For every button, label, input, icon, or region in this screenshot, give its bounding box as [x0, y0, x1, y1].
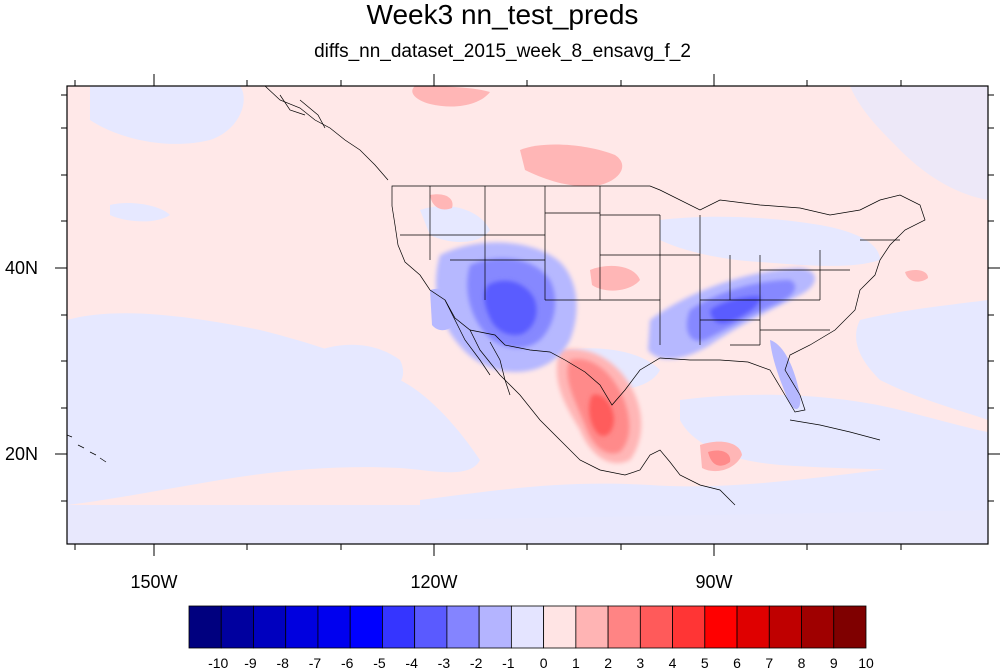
colorbar-box: [317, 605, 351, 649]
map-title: Week3 nn_test_preds: [366, 0, 639, 30]
colorbar-tick-label: -1: [502, 655, 515, 671]
colorbar-box: [220, 605, 254, 649]
colorbar-box: [543, 605, 577, 649]
colorbar: [188, 605, 867, 649]
map-subtitle: diffs_nn_dataset_2015_week_8_ensavg_f_2: [314, 41, 691, 62]
us-outline: [391, 185, 926, 413]
colorbar-tick-label: -4: [405, 655, 418, 671]
colorbar-box: [833, 605, 867, 649]
colorbar-tick-label: 3: [636, 655, 645, 671]
colorbar-tick-label: -6: [340, 655, 354, 671]
colorbar-tick-label: 7: [765, 655, 774, 671]
lon-label-120w: 120W: [410, 572, 458, 592]
colorbar-box: [285, 605, 319, 649]
colorbar-box: [607, 605, 641, 649]
colorbar-box: [575, 605, 609, 649]
colorbar-tick-label: -5: [373, 655, 386, 671]
colorbar-box: [478, 605, 512, 649]
colorbar-tick-label: -10: [208, 655, 229, 671]
colorbar-box: [188, 605, 222, 649]
colorbar-box: [672, 605, 706, 649]
colorbar-box: [801, 605, 835, 649]
colorbar-tick-label: 8: [797, 655, 806, 671]
anomaly-field: [67, 86, 988, 544]
colorbar-box: [349, 605, 383, 649]
colorbar-tick-label: 1: [571, 655, 580, 671]
colorbar-tick-label: -7: [308, 655, 322, 671]
field-blue-deep: [484, 280, 761, 336]
colorbar-box: [768, 605, 802, 649]
mexico-outline: [469, 329, 736, 506]
field-light-blue: [67, 86, 988, 544]
colorbar-tick-label: -8: [276, 655, 289, 671]
lat-label-40n: 40N: [5, 258, 39, 278]
colorbar-box: [704, 605, 738, 649]
colorbar-tick-label: 9: [829, 655, 838, 671]
tick-marks: [55, 74, 1000, 556]
colorbar-tick-label: -3: [437, 655, 451, 671]
colorbar-tick-label: 10: [858, 655, 874, 671]
field-red-core: [589, 394, 614, 437]
colorbar-box: [510, 605, 545, 649]
colorbar-tick-label: -9: [244, 655, 257, 671]
lon-label-90w: 90W: [695, 572, 733, 592]
colorbar-box: [446, 605, 480, 649]
colorbar-tick-label: 4: [668, 655, 677, 671]
colorbar-tick-label: 6: [733, 655, 741, 671]
colorbar-box: [736, 605, 770, 649]
boundaries: [67, 86, 926, 506]
colorbar-box: [414, 605, 448, 649]
lon-label-150w: 150W: [130, 572, 178, 592]
colorbar-tick-label: 5: [700, 655, 709, 671]
hawaii: [67, 434, 107, 463]
colorbar-tick-label: -2: [469, 655, 483, 671]
colorbar-tick-label: 0: [539, 655, 548, 671]
colorbar-tick-label: 2: [604, 655, 612, 671]
colorbar-box: [382, 605, 416, 649]
lat-label-20n: 20N: [5, 444, 39, 464]
colorbar-box: [639, 605, 673, 649]
colorbar-box: [253, 605, 287, 649]
